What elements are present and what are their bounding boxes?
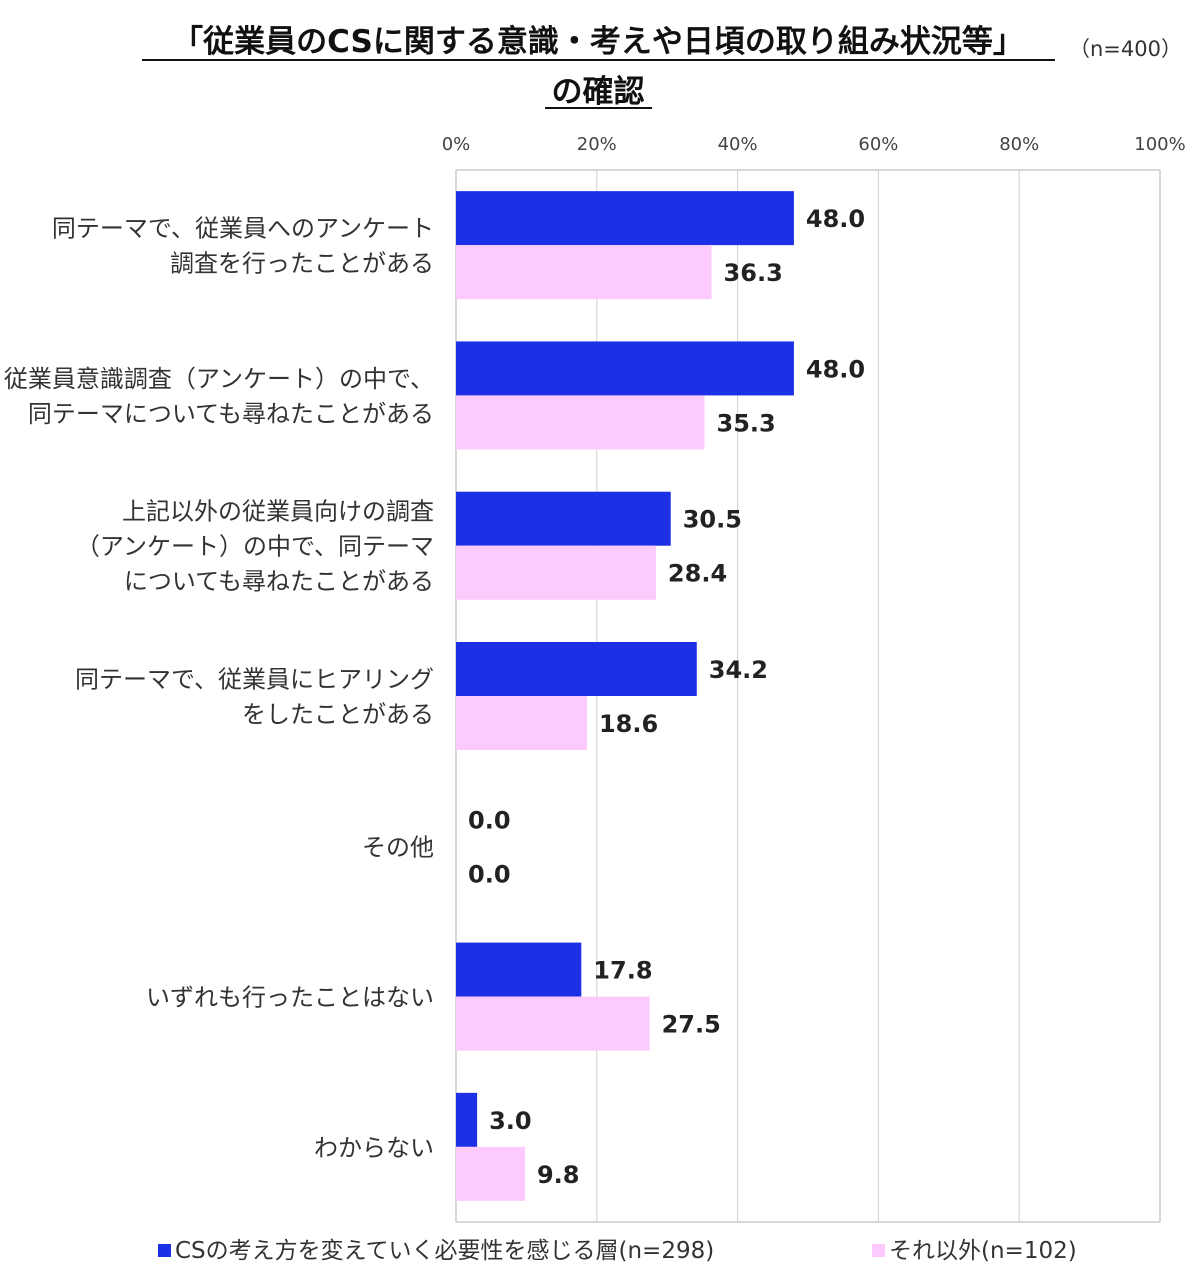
category-label: わからない: [314, 1134, 434, 1162]
data-label: 36.3: [724, 259, 783, 287]
data-label: 35.3: [717, 409, 776, 437]
data-label: 27.5: [662, 1011, 721, 1039]
bar: [456, 1092, 478, 1147]
bar: [456, 545, 656, 600]
legend-entry: それ以外(n=102): [889, 1238, 1077, 1264]
category-label-line: についても尋ねたことがある: [124, 568, 434, 596]
bar: [456, 696, 587, 750]
category-label-line: （アンケート）の中で、同テーマ: [76, 533, 434, 561]
legend: CSの考え方を変えていく必要性を感じる層(n=298) それ以外(n=102): [158, 1238, 1077, 1264]
data-label: 34.2: [709, 656, 768, 684]
category-label-line: 同テーマで、従業員へのアンケート: [52, 215, 434, 243]
bar: [456, 996, 650, 1051]
category-label: いずれも行ったことはない: [146, 984, 434, 1012]
data-label: 3.0: [489, 1107, 532, 1135]
bar: [456, 942, 582, 997]
bar: [456, 395, 705, 450]
legend-swatch: [872, 1244, 885, 1257]
bar: [456, 1146, 525, 1201]
data-label: 48.0: [806, 355, 865, 383]
category-label-line: 同テーマについても尋ねたことがある: [28, 400, 434, 428]
data-label: 0.0: [468, 860, 511, 888]
category-label-line: いずれも行ったことはない: [146, 984, 434, 1012]
category-label: 上記以外の従業員向けの調査 （アンケート）の中で、同テーマについても尋ねたことがあ…: [76, 498, 434, 596]
category-label-line: わからない: [314, 1134, 434, 1162]
x-tick-label: 100%: [1134, 134, 1185, 155]
legend-entry: CSの考え方を変えていく必要性を感じる層(n=298): [175, 1238, 714, 1264]
data-label: 18.6: [599, 710, 658, 738]
category-label: その他: [362, 833, 434, 861]
category-label: 同テーマで、従業員にヒアリングをしたことがある: [75, 666, 434, 729]
category-label-line: その他: [362, 833, 434, 861]
x-tick-label: 20%: [577, 134, 617, 155]
bar: [456, 341, 794, 396]
x-tick-label: 0%: [442, 134, 471, 155]
category-label-line: 従業員意識調査（アンケート）の中で、: [4, 365, 434, 393]
bar: [456, 642, 697, 696]
category-label-line: 上記以外の従業員向けの調査: [122, 498, 434, 526]
data-label: 30.5: [683, 506, 742, 534]
sample-size-note: （n=400）: [1069, 37, 1182, 61]
category-label: 従業員意識調査（アンケート）の中で、同テーマについても尋ねたことがある: [4, 365, 434, 428]
category-label-line: 同テーマで、従業員にヒアリング: [75, 666, 434, 694]
x-tick-label: 40%: [718, 134, 758, 155]
data-label: 9.8: [537, 1161, 580, 1189]
chart-title-line2: の確認: [552, 74, 645, 110]
data-label: 17.8: [593, 957, 652, 985]
data-label: 48.0: [806, 205, 865, 233]
bar: [456, 191, 794, 246]
data-label: 28.4: [668, 560, 727, 588]
x-tick-label: 60%: [858, 134, 898, 155]
legend-swatch: [158, 1244, 171, 1257]
plot-area: 0% 20% 40% 60% 80% 100% 48.0 36.3 同テーマで、従業員へのアンケ…: [4, 134, 1186, 1223]
x-tick-label: 80%: [999, 134, 1039, 155]
chart-title: 「従業員のCSに関する意識・考えや日頃の取り組み状況等」: [172, 24, 1024, 60]
bar: [456, 245, 712, 300]
category-label-line: 調査を行ったことがある: [170, 250, 434, 278]
category-label-line: をしたことがある: [242, 701, 434, 729]
bar: [456, 491, 671, 546]
category-label: 同テーマで、従業員へのアンケート調査を行ったことがある: [52, 215, 434, 278]
data-label: 0.0: [468, 806, 511, 834]
